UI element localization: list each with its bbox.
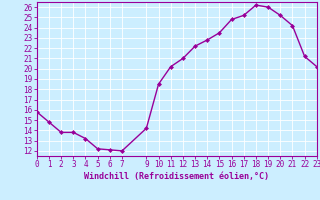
- X-axis label: Windchill (Refroidissement éolien,°C): Windchill (Refroidissement éolien,°C): [84, 172, 269, 181]
